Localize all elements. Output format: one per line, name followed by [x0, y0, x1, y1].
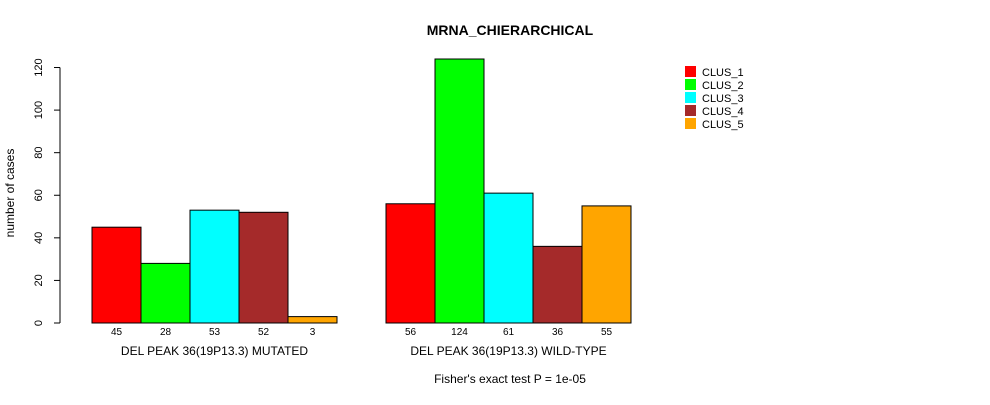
y-tick-label: 80 — [33, 147, 45, 159]
bar-clus-5 — [287, 316, 338, 324]
group-label: DEL PEAK 36(19P13.3) WILD-TYPE — [410, 344, 606, 358]
bar-clus-3 — [483, 192, 534, 324]
y-axis-label: number of cases — [3, 149, 17, 238]
y-tick-label: 0 — [33, 320, 45, 326]
bar-value-label: 55 — [601, 327, 613, 338]
y-tick-label: 120 — [33, 58, 45, 76]
bar-value-label: 61 — [503, 327, 515, 338]
y-axis: 0 20 40 60 80 100 120 — [33, 58, 61, 326]
bar-value-label: 28 — [160, 327, 172, 338]
fisher-test-footnote: Fisher's exact test P = 1e-05 — [434, 372, 586, 386]
bar-clus-3 — [189, 209, 240, 324]
y-tick-label: 60 — [33, 189, 45, 201]
y-tick-label: 100 — [33, 101, 45, 119]
bar-clus-4 — [238, 211, 289, 324]
legend-label: CLUS_2 — [702, 80, 744, 92]
bar-value-label: 124 — [451, 327, 468, 338]
bar-clus-2 — [434, 58, 485, 324]
legend-swatch — [685, 105, 696, 116]
group-labels: DEL PEAK 36(19P13.3) MUTATED DEL PEAK 36(… — [121, 344, 607, 358]
legend-label: CLUS_1 — [702, 67, 744, 79]
group-label: DEL PEAK 36(19P13.3) MUTATED — [121, 344, 309, 358]
bar-value-label: 45 — [111, 327, 123, 338]
bar-clus-1 — [385, 203, 436, 324]
bar-value-labels: 45 28 53 52 3 56 124 61 36 55 — [111, 327, 613, 338]
legend-swatch — [685, 66, 696, 77]
bars-layer — [91, 58, 632, 324]
bar-value-label: 52 — [258, 327, 270, 338]
bar-clus-4 — [532, 245, 583, 324]
legend-swatch — [685, 118, 696, 129]
legend-label: CLUS_4 — [702, 106, 744, 118]
bar-value-label: 36 — [552, 327, 564, 338]
legend-swatch — [685, 79, 696, 90]
legend-swatch — [685, 92, 696, 103]
chart-title: MRNA_CHIERARCHICAL — [427, 22, 594, 38]
bar-clus-5 — [581, 205, 632, 324]
legend-label: CLUS_5 — [702, 119, 744, 131]
bar-clus-1 — [91, 226, 142, 324]
y-tick-label: 20 — [33, 274, 45, 286]
bar-clus-2 — [140, 262, 191, 324]
y-tick-label: 40 — [33, 232, 45, 244]
legend-label: CLUS_3 — [702, 93, 744, 105]
bar-value-label: 53 — [209, 327, 221, 338]
bar-value-label: 3 — [310, 327, 316, 338]
bar-value-label: 56 — [405, 327, 417, 338]
